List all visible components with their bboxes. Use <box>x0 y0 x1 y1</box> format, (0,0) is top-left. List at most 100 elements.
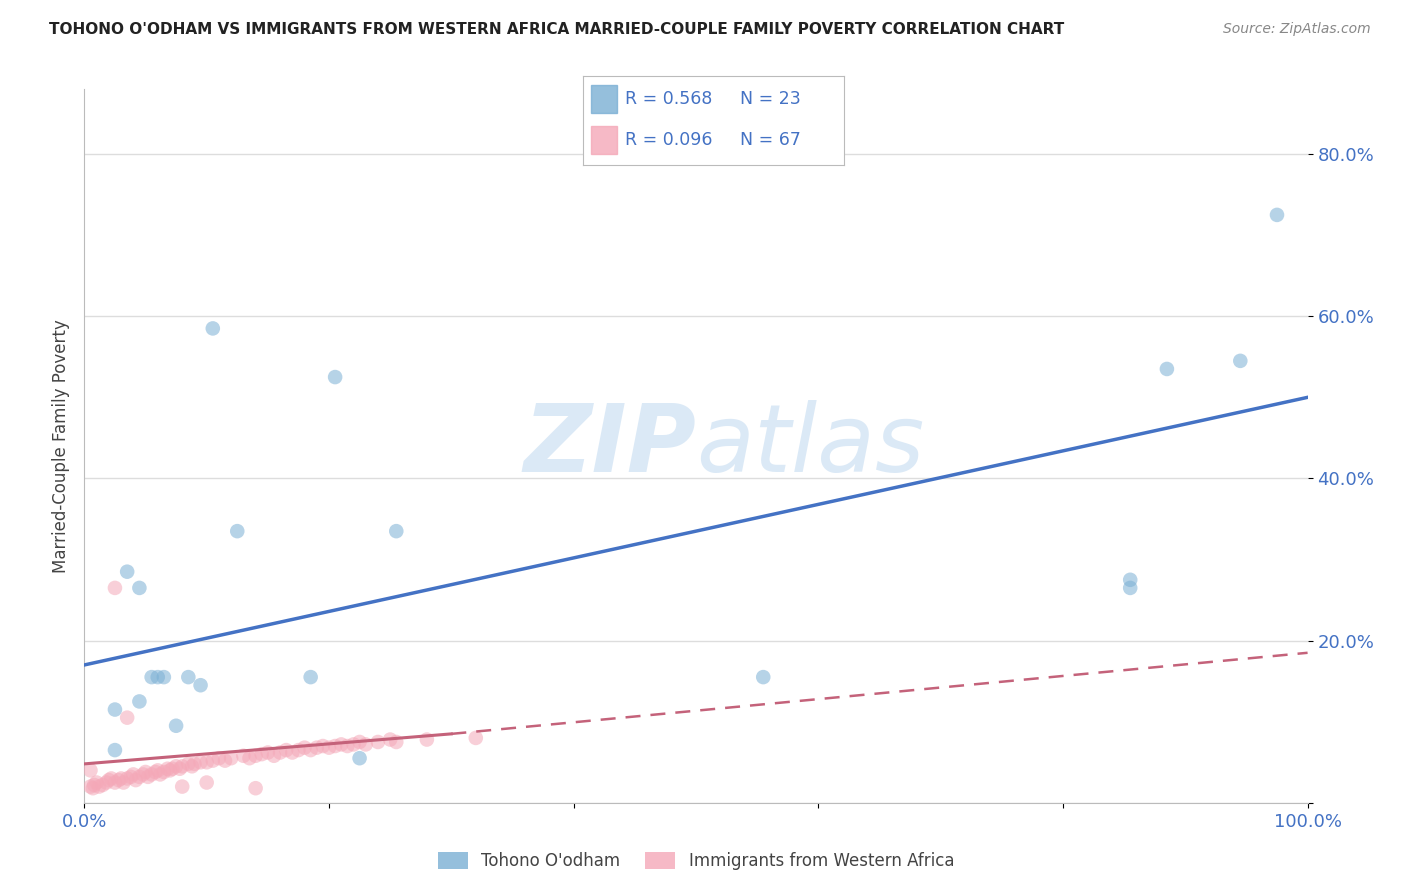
Point <box>245 748 267 763</box>
Point <box>112 775 135 789</box>
Point <box>232 748 254 763</box>
Point <box>82 781 104 796</box>
Point <box>245 781 267 796</box>
Point <box>190 678 212 692</box>
Point <box>159 764 181 778</box>
Point <box>86 775 108 789</box>
Legend: Tohono O'odham, Immigrants from Western Africa: Tohono O'odham, Immigrants from Western … <box>432 845 960 877</box>
Point <box>1156 362 1178 376</box>
Point <box>91 778 114 792</box>
Point <box>195 756 218 770</box>
Point <box>177 756 200 771</box>
Point <box>257 746 280 760</box>
Point <box>169 762 191 776</box>
Point <box>135 764 157 779</box>
Text: atlas: atlas <box>696 401 924 491</box>
Point <box>149 767 172 781</box>
Point <box>100 772 122 786</box>
Point <box>380 732 402 747</box>
Point <box>342 738 364 752</box>
Point <box>367 735 389 749</box>
Point <box>299 743 322 757</box>
Point <box>128 694 150 708</box>
Point <box>219 751 242 765</box>
Point <box>1119 581 1142 595</box>
Point <box>115 711 138 725</box>
Point <box>752 670 775 684</box>
Point <box>226 524 249 538</box>
Point <box>201 321 224 335</box>
Point <box>125 773 148 788</box>
Point <box>79 780 101 794</box>
Point <box>299 670 322 684</box>
Text: ZIP: ZIP <box>523 400 696 492</box>
Point <box>323 739 346 753</box>
Point <box>104 743 127 757</box>
Point <box>250 747 273 761</box>
Bar <box>592 126 617 154</box>
Point <box>330 738 353 752</box>
Point <box>146 764 169 778</box>
Point <box>385 524 408 538</box>
Point <box>146 670 169 684</box>
Point <box>1229 354 1251 368</box>
Point <box>136 770 159 784</box>
Point <box>141 767 163 781</box>
Text: Source: ZipAtlas.com: Source: ZipAtlas.com <box>1223 22 1371 37</box>
Point <box>96 775 118 789</box>
Point <box>143 764 166 779</box>
Point <box>120 770 142 784</box>
Point <box>294 740 316 755</box>
Point <box>153 670 176 684</box>
Point <box>132 767 155 781</box>
Point <box>104 775 127 789</box>
Point <box>115 565 138 579</box>
Point <box>195 775 218 789</box>
Point <box>165 759 187 773</box>
Point <box>181 759 204 773</box>
Point <box>115 772 138 786</box>
Text: N = 23: N = 23 <box>740 90 800 108</box>
Point <box>214 754 236 768</box>
Point <box>349 735 371 749</box>
Point <box>238 751 260 765</box>
Point <box>177 670 200 684</box>
Point <box>172 780 194 794</box>
Point <box>153 764 176 779</box>
Point <box>323 370 346 384</box>
Point <box>354 738 377 752</box>
Point <box>1119 573 1142 587</box>
Point <box>172 759 194 773</box>
Point <box>1265 208 1288 222</box>
Text: R = 0.096: R = 0.096 <box>626 131 713 149</box>
Point <box>107 773 129 788</box>
Point <box>336 739 359 753</box>
Y-axis label: Married-Couple Family Poverty: Married-Couple Family Poverty <box>52 319 70 573</box>
Text: TOHONO O'ODHAM VS IMMIGRANTS FROM WESTERN AFRICA MARRIED-COUPLE FAMILY POVERTY C: TOHONO O'ODHAM VS IMMIGRANTS FROM WESTER… <box>49 22 1064 37</box>
Point <box>416 732 439 747</box>
Point <box>318 740 340 755</box>
Point <box>110 772 132 786</box>
Point <box>281 746 304 760</box>
Text: N = 67: N = 67 <box>740 131 800 149</box>
Point <box>183 756 205 771</box>
Point <box>97 773 120 788</box>
Point <box>464 731 486 745</box>
Point <box>128 581 150 595</box>
Point <box>156 762 179 776</box>
Point <box>128 770 150 784</box>
Point <box>385 735 408 749</box>
Point <box>263 748 285 763</box>
Point <box>162 762 184 776</box>
Point <box>190 756 212 770</box>
Point <box>104 702 127 716</box>
Point <box>104 581 127 595</box>
Point <box>276 743 298 757</box>
Point <box>349 751 371 765</box>
Text: R = 0.568: R = 0.568 <box>626 90 713 108</box>
Point <box>201 754 224 768</box>
Point <box>208 751 231 765</box>
Point <box>269 746 291 760</box>
Point <box>141 670 163 684</box>
Bar <box>592 85 617 113</box>
